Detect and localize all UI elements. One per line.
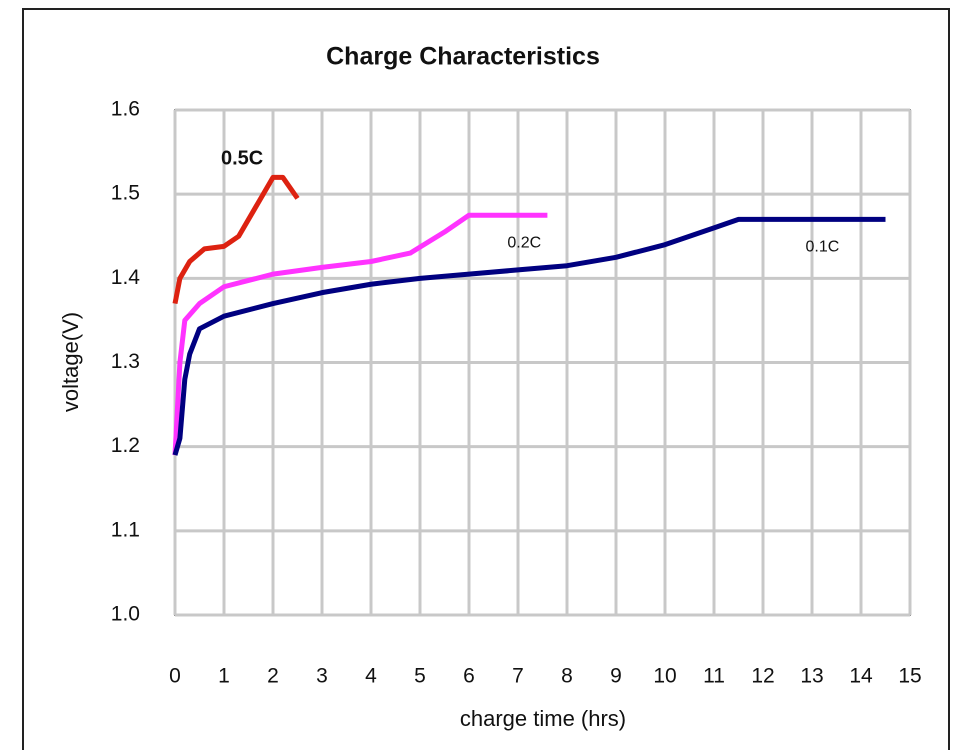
x-tick-label: 2 xyxy=(267,665,279,688)
x-tick-label: 8 xyxy=(561,665,573,688)
y-axis-label: voltage(V) xyxy=(58,312,83,412)
x-tick-label: 5 xyxy=(414,665,426,688)
x-tick-label: 7 xyxy=(512,665,524,688)
x-tick-label: 3 xyxy=(316,665,328,688)
x-tick-label: 14 xyxy=(849,665,873,688)
series-line xyxy=(172,174,300,305)
y-tick-label: 1.0 xyxy=(111,603,140,626)
x-tick-label: 10 xyxy=(653,665,676,688)
x-tick-label: 12 xyxy=(751,665,774,688)
x-tick-label: 11 xyxy=(703,665,725,688)
series-label: 0.2C xyxy=(507,234,541,251)
x-tick-label: 1 xyxy=(218,665,230,688)
y-tick-label: 1.2 xyxy=(111,434,140,457)
y-tick-label: 1.1 xyxy=(111,518,140,541)
chart-title: Charge Characteristics xyxy=(326,43,600,71)
x-tick-label: 0 xyxy=(169,665,181,688)
y-tick-label: 1.3 xyxy=(111,350,140,373)
series-label: 0.1C xyxy=(806,239,840,256)
x-tick-label: 13 xyxy=(800,665,823,688)
x-tick-label: 6 xyxy=(463,665,475,688)
x-axis-label: charge time (hrs) xyxy=(460,706,626,731)
y-tick-label: 1.5 xyxy=(111,182,140,205)
series-label: 0.5C xyxy=(221,148,263,170)
series-line xyxy=(172,216,886,456)
x-tick-label: 15 xyxy=(898,665,921,688)
y-tick-label: 1.4 xyxy=(111,266,141,289)
x-tick-label: 4 xyxy=(365,665,377,688)
y-tick-label: 1.6 xyxy=(111,98,140,121)
series-line xyxy=(172,212,548,456)
x-tick-label: 9 xyxy=(610,665,622,688)
